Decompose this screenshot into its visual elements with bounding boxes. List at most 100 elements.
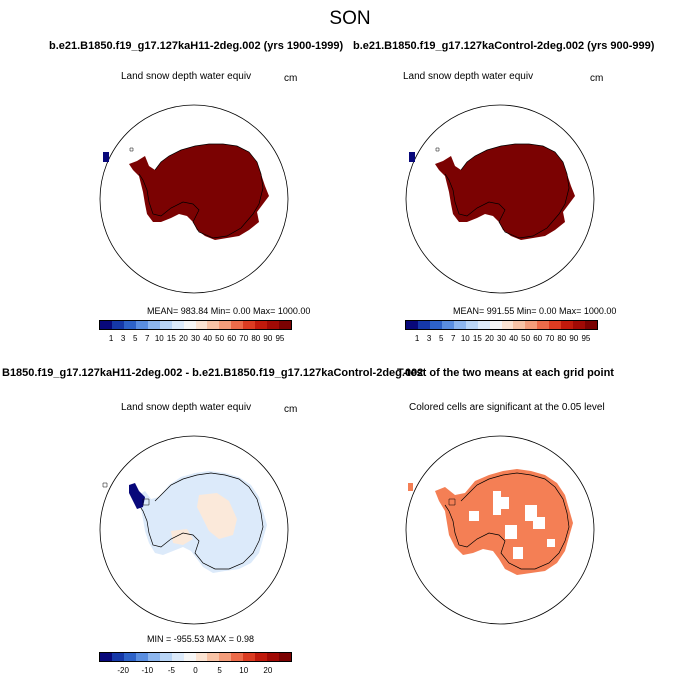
colorbar-swatch (171, 321, 184, 329)
colorbar-tick-label: 60 (227, 334, 237, 343)
colorbar-swatch (207, 653, 220, 661)
map-top-right (405, 104, 595, 294)
colorbar-tick-label: 10 (239, 666, 249, 675)
colorbar-swatch (123, 653, 136, 661)
antarctica-snow-region (435, 144, 575, 240)
colorbar-swatch (573, 321, 586, 329)
colorbar-swatch (549, 321, 562, 329)
colorbar-swatch (159, 321, 172, 329)
colorbar-tick-label: 90 (569, 334, 579, 343)
peninsula-tip-cell (103, 152, 109, 162)
colorbar-tick-label: 1 (108, 334, 114, 343)
colorbar-tick-label: 80 (251, 334, 261, 343)
stats-bottom-left: MIN = -955.53 MAX = 0.98 (147, 634, 255, 644)
colorbar-tick-label: 40 (509, 334, 519, 343)
colorbar-swatch (417, 321, 430, 329)
colorbar-tick-label: 80 (557, 334, 567, 343)
colorbar-tick-label: 10 (154, 334, 164, 343)
colorbar-tick-label: 50 (521, 334, 531, 343)
peninsula-tip-significant (408, 483, 413, 491)
colorbar-swatch (267, 321, 280, 329)
colorbar-swatch (159, 653, 172, 661)
colorbar-tick-label: 1 (414, 334, 420, 343)
colorbar-tick-label: 15 (472, 334, 482, 343)
peninsula-tip-cell (409, 152, 415, 162)
panel-label-bottom-right: Colored cells are significant at the 0.0… (409, 402, 605, 413)
colorbar-swatch (111, 653, 124, 661)
panel-label-bottom-left: Land snow depth water equiv (121, 402, 252, 413)
colorbar-swatch (219, 321, 232, 329)
colorbar-tick-label: 60 (533, 334, 543, 343)
panel-title-bottom-right: T-test of the two means at each grid poi… (397, 367, 614, 379)
colorbar-swatch (585, 321, 597, 329)
colorbar-tick-label: 5 (217, 666, 222, 675)
non-significant-cells (469, 491, 555, 559)
colorbar-tick-label: 50 (215, 334, 225, 343)
colorbar-swatch (453, 321, 466, 329)
colorbar-tick-label: 5 (438, 334, 444, 343)
colorbar-swatch (279, 653, 291, 661)
colorbar-swatch (525, 321, 538, 329)
map-bottom-right (405, 435, 595, 625)
peninsula-negative-diff (129, 483, 145, 509)
colorbar-swatch (231, 321, 244, 329)
colorbar-swatch (561, 321, 574, 329)
colorbar-tick-label: 95 (275, 334, 285, 343)
season-title: SON (329, 8, 371, 29)
colorbar-swatch (100, 321, 112, 329)
colorbar-swatch (171, 653, 184, 661)
colorbar-swatch (477, 321, 490, 329)
map-bottom-left (99, 435, 289, 625)
colorbar-swatch (183, 321, 196, 329)
colorbar-tick-label: 70 (239, 334, 249, 343)
colorbar-tick-label: -10 (141, 666, 154, 675)
colorbar-tick-label: 20 (263, 666, 273, 675)
colorbar-top-right (405, 320, 598, 330)
panel-title-bottom-left: B1850.f19_g17.127kaH11-2deg.002 - b.e21.… (2, 367, 424, 379)
significant-cells-region (435, 469, 573, 575)
colorbar-tick-label: 5 (132, 334, 138, 343)
colorbar-swatch (465, 321, 478, 329)
colorbar-top-left (99, 320, 292, 330)
units-top-right: cm (590, 73, 604, 84)
colorbar-tick-label: 30 (497, 334, 506, 343)
colorbar-swatch (406, 321, 418, 329)
colorbar-swatch (123, 321, 136, 329)
colorbar-swatch (195, 321, 208, 329)
positive-diff-region (197, 493, 237, 539)
colorbar-tick-label: 3 (120, 334, 126, 343)
colorbar-swatch (135, 653, 148, 661)
colorbar-tick-label: 10 (460, 334, 470, 343)
colorbar-swatch (441, 321, 454, 329)
panel-title-top-right: b.e21.B1850.f19_g17.127kaControl-2deg.00… (353, 40, 655, 52)
colorbar-swatch (100, 653, 112, 661)
colorbar-tick-label: -20 (117, 666, 129, 675)
antarctica-diff-region (139, 471, 267, 573)
stats-top-left: MEAN= 983.84 Min= 0.00 Max= 1000.00 (147, 306, 311, 316)
colorbar-tick-label: 70 (545, 334, 555, 343)
panel-title-top-left: b.e21.B1850.f19_g17.127kaH11-2deg.002 (y… (49, 40, 344, 52)
colorbar-tick-label: 20 (484, 334, 494, 343)
colorbar-tick-label: 95 (581, 334, 591, 343)
colorbar-swatch (489, 321, 502, 329)
map-top-left (99, 104, 289, 294)
colorbar-tick-label: 7 (451, 334, 456, 343)
colorbar-swatch (111, 321, 124, 329)
colorbar-tick-label: 20 (178, 334, 188, 343)
units-top-left: cm (284, 73, 298, 84)
colorbar-swatch (501, 321, 514, 329)
colorbar-bottom-left (99, 652, 292, 662)
panel-label-top-right: Land snow depth water equiv (403, 71, 534, 82)
stats-top-right: MEAN= 991.55 Min= 0.00 Max= 1000.00 (453, 306, 617, 316)
colorbar-swatch (195, 653, 208, 661)
colorbar-swatch (243, 653, 256, 661)
colorbar-swatch (255, 321, 268, 329)
colorbar-swatch (255, 653, 268, 661)
colorbar-tick-label: 90 (263, 334, 273, 343)
colorbar-swatch (147, 653, 160, 661)
units-bottom-left: cm (284, 404, 298, 415)
colorbar-swatch (183, 653, 196, 661)
colorbar-tick-label: 30 (191, 334, 200, 343)
colorbar-swatch (243, 321, 256, 329)
colorbar-swatch (513, 321, 526, 329)
